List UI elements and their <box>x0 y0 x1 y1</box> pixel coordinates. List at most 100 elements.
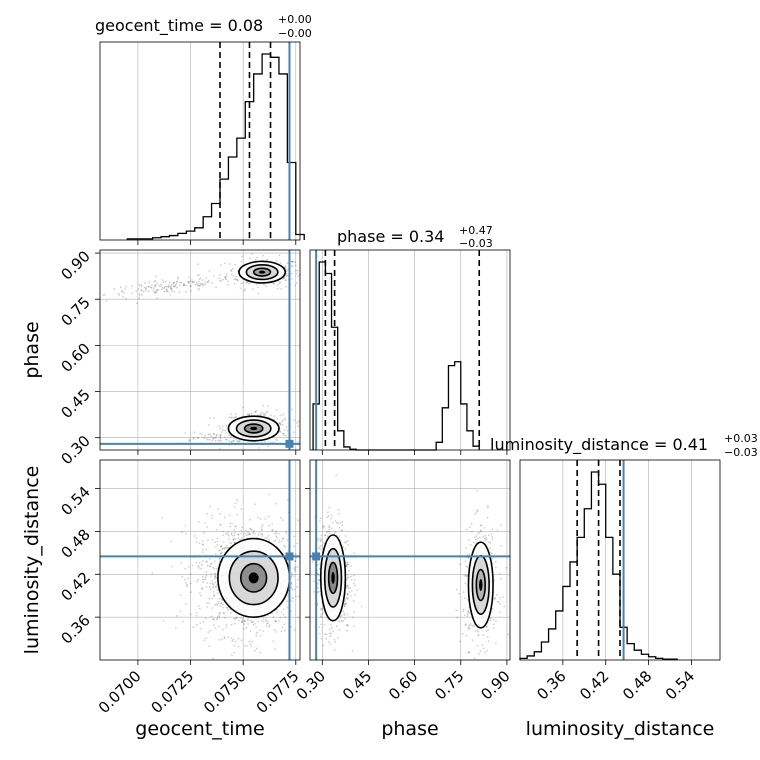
sample-point <box>217 439 220 442</box>
sample-point <box>469 622 472 625</box>
sample-point <box>291 260 293 263</box>
sample-point <box>173 290 176 293</box>
ytick-label-luminosity_distance-1: 0.42 <box>57 568 93 604</box>
sample-point <box>325 617 328 619</box>
hist-bar-geocent_time-15 <box>254 74 262 240</box>
sample-point <box>221 425 224 428</box>
sample-point <box>215 436 218 438</box>
sample-point <box>237 533 240 536</box>
sample-point <box>281 626 284 629</box>
hist-bar-phase-25 <box>467 431 473 450</box>
sample-point <box>290 586 293 588</box>
sample-point <box>225 432 227 435</box>
sample-point <box>264 518 266 520</box>
sample-point <box>131 285 134 288</box>
sample-point <box>219 280 222 282</box>
sample-point <box>338 527 341 529</box>
sample-point <box>212 584 215 587</box>
sample-point <box>234 278 237 281</box>
sample-point <box>121 290 123 292</box>
sample-point <box>285 434 287 437</box>
sample-point <box>205 571 208 573</box>
sample-point <box>243 623 246 625</box>
sample-point <box>165 288 168 291</box>
sample-point <box>347 563 350 566</box>
sample-point <box>233 529 236 531</box>
sample-point <box>320 544 323 547</box>
truth-marker <box>312 552 321 561</box>
sample-point <box>195 541 198 543</box>
sample-point <box>213 541 216 544</box>
sample-point <box>258 532 261 535</box>
sample-point <box>318 579 320 581</box>
sample-point <box>244 529 247 532</box>
sample-point <box>291 264 293 267</box>
sample-point <box>228 514 231 517</box>
sample-point <box>214 576 217 578</box>
sample-point <box>262 404 265 407</box>
sample-point <box>343 614 346 616</box>
sample-point <box>329 635 332 638</box>
sample-point <box>268 625 271 628</box>
sample-point <box>234 525 237 528</box>
hist-bar-geocent_time-11 <box>220 179 228 240</box>
sample-point <box>323 623 326 626</box>
sample-point <box>284 279 287 282</box>
sample-point <box>239 287 242 289</box>
sample-point <box>276 284 279 286</box>
sample-point <box>227 609 230 611</box>
hist-bar-luminosity_distance-8 <box>577 537 584 660</box>
ytick-label-luminosity_distance-2: 0.48 <box>57 526 93 562</box>
sample-point <box>330 626 333 629</box>
sample-point <box>335 625 338 627</box>
sample-point <box>208 597 211 600</box>
sample-point <box>195 614 198 617</box>
sample-point <box>467 557 470 559</box>
sample-point <box>290 272 293 275</box>
sample-point <box>343 612 346 615</box>
sample-point <box>204 522 207 524</box>
sample-point <box>473 657 476 660</box>
sample-point <box>271 529 274 532</box>
sample-point <box>150 287 153 289</box>
sample-point <box>464 624 467 627</box>
sample-point <box>211 580 214 582</box>
sample-point <box>461 633 464 635</box>
sample-point <box>175 281 178 283</box>
sample-point <box>477 652 480 655</box>
sample-point <box>267 622 269 625</box>
sample-point <box>354 584 357 587</box>
sample-point <box>327 641 330 643</box>
sample-point <box>242 406 245 409</box>
sample-point <box>341 521 344 523</box>
sample-point <box>286 429 289 432</box>
sample-point <box>265 619 267 622</box>
sample-point <box>121 290 124 293</box>
sample-point <box>494 642 497 644</box>
sample-point <box>136 302 138 305</box>
sample-point <box>261 535 264 537</box>
sample-point <box>459 640 461 643</box>
sample-point <box>169 294 172 296</box>
sample-point <box>316 539 319 541</box>
sample-point <box>208 438 211 441</box>
hist-bar-luminosity_distance-4 <box>549 629 556 660</box>
sample-point <box>122 295 124 298</box>
sample-point <box>217 600 220 603</box>
sample-point <box>222 612 225 615</box>
sample-point <box>466 565 468 568</box>
sample-point <box>206 605 209 608</box>
sample-point <box>505 566 508 569</box>
sample-point <box>214 574 217 577</box>
sample-point <box>153 280 156 283</box>
sample-point <box>197 282 200 285</box>
sample-point <box>494 566 497 569</box>
sample-point <box>161 286 164 289</box>
sample-point <box>279 616 282 619</box>
sample-point <box>285 530 287 533</box>
sample-point <box>154 291 157 294</box>
sample-point <box>235 416 237 418</box>
hist-bar-luminosity_distance-10 <box>591 472 598 660</box>
sample-point <box>178 284 181 287</box>
sample-point <box>220 524 222 527</box>
